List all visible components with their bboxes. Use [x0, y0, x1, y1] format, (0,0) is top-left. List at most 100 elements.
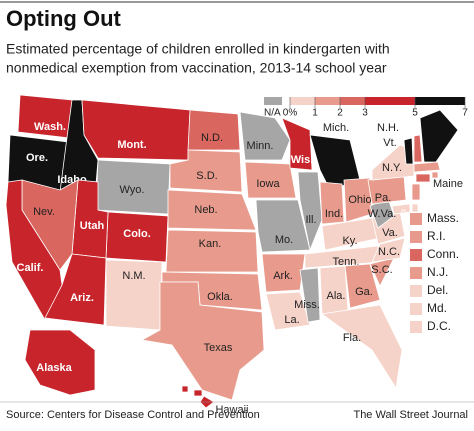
state: [411, 203, 419, 213]
state: Colo.: [105, 211, 169, 263]
state-shape: [255, 199, 311, 253]
small-state-label: Del.: [427, 283, 448, 297]
legend-tick-label: 0%: [283, 108, 298, 119]
state-shape: [165, 229, 259, 273]
state-shape: [81, 99, 191, 161]
state-shape: [403, 137, 414, 165]
state: Ala.: [319, 265, 349, 315]
state-shape: [299, 267, 321, 323]
small-state-swatch: [410, 303, 422, 315]
state-shape: [24, 329, 96, 396]
state-label: Tenn.: [333, 256, 360, 268]
subtitle-line: nonmedical exemption from vaccination, 2…: [6, 60, 387, 76]
state: Wash.: [17, 94, 73, 139]
state: N.H.: [377, 122, 423, 163]
small-state-swatch: [410, 213, 422, 225]
state: Vt.: [383, 137, 414, 165]
state-label: N.Y.: [382, 162, 402, 174]
state-label: Calif.: [17, 262, 44, 274]
state-shape: [411, 183, 421, 201]
state-shape: [44, 253, 107, 326]
legend-bin: [290, 97, 315, 105]
state-shape: [244, 161, 297, 199]
state-label: Wis.: [291, 154, 314, 166]
state: Hawaii: [181, 385, 249, 416]
state: [413, 161, 441, 173]
small-state-swatch: [410, 249, 422, 261]
state-shape: [321, 304, 403, 390]
small-state-label: Mass.: [427, 211, 459, 225]
legend-bin: [415, 97, 465, 105]
state-label: N.C.: [378, 246, 400, 258]
source: Source: Centers for Disease Control and …: [6, 409, 260, 421]
legend-bin: [315, 97, 340, 105]
state: Kan.: [165, 229, 259, 273]
state-shape: [193, 389, 203, 397]
state-label: W.Va.: [368, 208, 397, 220]
title: Opting Out: [6, 6, 122, 31]
subtitle-line: Estimated percentage of children enrolle…: [6, 41, 390, 57]
state-label: Iowa: [256, 178, 280, 190]
na-swatch: [264, 97, 282, 105]
state-label: Kan.: [199, 238, 222, 250]
state: W.Va.: [368, 197, 397, 229]
state-label: Texas: [204, 342, 233, 354]
state: [415, 173, 431, 183]
state: N.C.: [371, 237, 406, 263]
state-shape: [319, 181, 345, 225]
state-label: Colo.: [123, 228, 151, 240]
state-shape: [261, 253, 306, 293]
state-shape: [431, 171, 439, 179]
state-shape: [343, 177, 373, 223]
state-label: Ky.: [342, 235, 357, 247]
state: [401, 209, 406, 214]
legend-tick-label: 7: [462, 108, 468, 119]
state-label: Neb.: [194, 204, 217, 216]
small-state-label: N.J.: [427, 265, 448, 279]
state-label: Nev.: [33, 206, 55, 218]
state: Mont.: [81, 99, 191, 161]
legend-tick-label: 1: [312, 108, 318, 119]
legend-bin: [340, 97, 365, 105]
state: Minn.: [239, 111, 291, 161]
state-label: N.D.: [201, 132, 223, 144]
legend-bin: [365, 97, 415, 105]
small-state-swatch: [410, 321, 422, 333]
state: N.D.: [187, 109, 241, 151]
state: N.Y.: [371, 144, 415, 181]
state: Ind.: [319, 181, 345, 225]
state-shape: [297, 171, 323, 252]
state-label: Wash.: [34, 121, 66, 133]
state: Iowa: [244, 161, 297, 199]
state-shape: [391, 203, 411, 215]
state-shape: [371, 144, 415, 181]
state-label: Fla.: [343, 332, 361, 344]
state-shape: [167, 189, 257, 231]
state-label: Alaska: [36, 362, 72, 374]
state-shape: [411, 203, 419, 213]
legend: Mass. R.I. Conn. N.J. Del. Md. D.C. N/A 0% 1 2 3 5 7: [264, 97, 468, 333]
state: [411, 183, 421, 201]
state-shape: [419, 109, 459, 163]
small-state-label: Md.: [427, 301, 447, 315]
state-shape: [169, 149, 243, 193]
state-shape: [371, 237, 406, 263]
state-label: Mich.: [323, 122, 349, 134]
state-shape: [239, 111, 291, 161]
legend-tick-label: 5: [412, 108, 418, 119]
state-shape: [413, 134, 423, 163]
state-shape: [413, 161, 441, 173]
state-label: Ga.: [355, 286, 373, 298]
small-state-label: D.C.: [427, 319, 451, 333]
state: N.M.: [105, 259, 163, 331]
small-state-swatch: [410, 267, 422, 279]
state-label: Ohio: [348, 194, 371, 206]
na-label: N/A: [264, 108, 281, 119]
state-label: Minn.: [247, 140, 274, 152]
state: Wyo.: [95, 159, 171, 215]
state: Ohio: [343, 177, 373, 223]
state: S.C.: [369, 257, 395, 287]
state-label: S.D.: [196, 170, 217, 182]
legend-tick-label: 3: [362, 108, 368, 119]
state-shape: [181, 385, 189, 393]
